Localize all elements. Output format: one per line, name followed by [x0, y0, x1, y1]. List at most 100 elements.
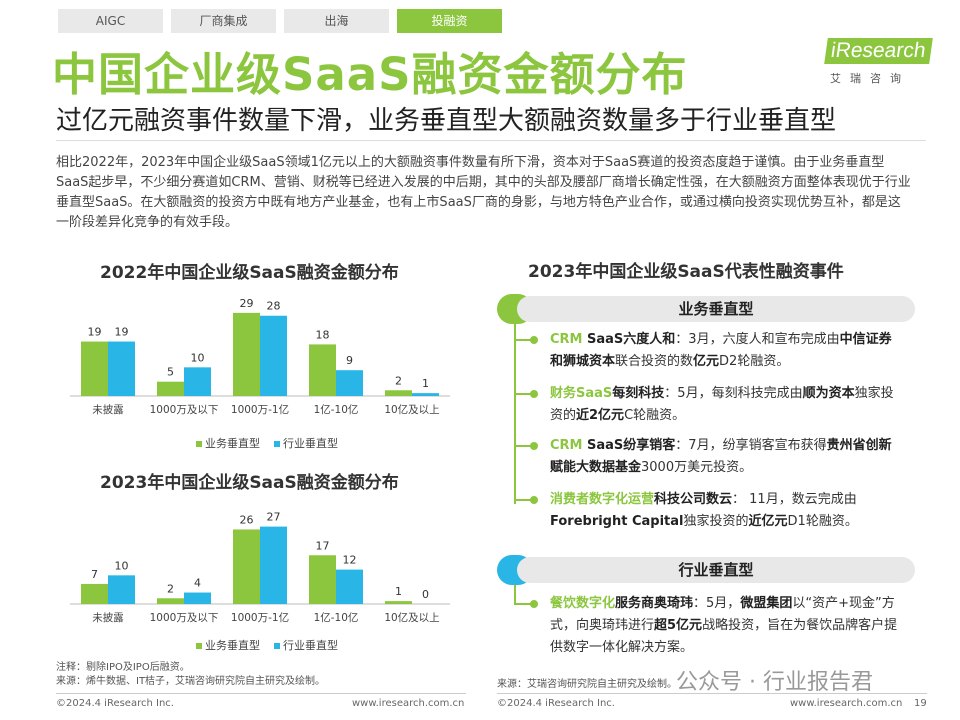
legend-label: 业务垂直型 [205, 437, 260, 450]
event-text: D2轮融资。 [719, 354, 790, 369]
footer-url-left: www.iresearch.com.cn [352, 698, 465, 709]
event-text: ： 11月，数云完成由 [732, 492, 857, 507]
data-label-3-0: 17 [316, 539, 330, 552]
legend-item-industry: 行业垂直型 [274, 637, 338, 653]
section-industry-header: 行业垂直型 [497, 555, 917, 585]
bar-4-0 [385, 390, 412, 396]
event-tag: 餐饮数字化 [550, 596, 616, 611]
event-text: 独家投资的 [683, 514, 749, 529]
bar-0-0 [81, 341, 108, 396]
tab-investment[interactable]: 投融资 [397, 9, 502, 33]
bar-1-1 [184, 367, 211, 396]
event-dot [530, 496, 538, 504]
data-label-3-0: 18 [316, 328, 330, 341]
data-label-0-0: 7 [91, 568, 98, 581]
event-amount: 亿元 [693, 354, 720, 369]
source-left: 来源：烯牛数据、IT桔子，艾瑞咨询研究院自主研究及绘制。 [56, 676, 326, 687]
event-investor: 顺为资本 [802, 386, 855, 401]
footnote: 注释：剔除IPO及IPO后融资。 来源：烯牛数据、IT桔子，艾瑞咨询研究院自主研… [56, 661, 325, 689]
category-label-0: 未披露 [92, 611, 124, 624]
event-dot [530, 390, 538, 398]
data-label-1-1: 4 [194, 577, 201, 590]
event-investor: Forebright Capital [550, 514, 684, 529]
event-text: C轮融资。 [624, 408, 686, 423]
data-label-2-0: 29 [240, 297, 254, 310]
event-liuduren: CRM SaaS六度人和：3月，六度人和宣布完成由中信证券和狮城资本联合投资的数… [550, 329, 898, 373]
bar-0-1 [108, 575, 135, 604]
event-amount: 近2亿元 [576, 408, 625, 423]
legend-label: 行业垂直型 [283, 437, 338, 450]
legend-swatch-green [196, 643, 202, 649]
event-investor: 中信证券和狮城资本 [550, 332, 892, 369]
event-text: D1轮融资。 [787, 514, 858, 529]
event-tag: 消费者数字化运营 [550, 492, 655, 507]
watermark: 公众号 · 行业报告君 [676, 670, 873, 695]
legend-label: 业务垂直型 [205, 639, 260, 652]
page-title: 中国企业级SaaS融资金额分布 [52, 48, 688, 101]
footer-copyright-right: ©2024.4 iResearch Inc. [497, 698, 615, 709]
legend-label: 行业垂直型 [283, 639, 338, 652]
event-company: 每刻科技 [612, 386, 665, 401]
event-tag: CRM [550, 438, 583, 453]
top-tabs: AIGC 厂商集成 出海 投融资 [58, 9, 502, 33]
event-company: 服务商奥琦玮 [615, 596, 694, 611]
bar-1-1 [184, 592, 211, 604]
category-label-3: 1亿-10亿 [314, 611, 359, 624]
category-label-2: 1000万-1亿 [231, 403, 289, 416]
bar-1-0 [157, 598, 184, 604]
legend-item-business: 业务垂直型 [196, 637, 260, 653]
bar-4-0 [385, 601, 412, 604]
body-paragraph: 相比2022年，2023年中国企业级SaaS领域1亿元以上的大额融资事件数量有所… [56, 155, 911, 230]
chart-2023-legend: 业务垂直型 行业垂直型 [196, 637, 338, 653]
tab-aigc[interactable]: AIGC [58, 9, 163, 33]
tree-line-industry [514, 585, 516, 605]
event-aoqiwei: 餐饮数字化服务商奥琦玮：5月，微盟集团以“资产+现金”方式，向奥琦玮进行超5亿元… [550, 593, 898, 659]
tab-overseas[interactable]: 出海 [284, 9, 389, 33]
tab-vendor-integration[interactable]: 厂商集成 [171, 9, 276, 33]
data-label-4-1: 1 [422, 377, 429, 390]
category-label-3: 1亿-10亿 [314, 403, 359, 416]
data-label-4-1: 0 [422, 588, 429, 601]
event-text: 战略投资，旨在为餐饮品牌客户提供数字一体化解决方案。 [550, 618, 898, 655]
data-label-3-1: 12 [343, 554, 357, 567]
tree-line-business [514, 324, 516, 504]
event-dot [530, 442, 538, 450]
legend-item-business: 业务垂直型 [196, 435, 260, 451]
legend-swatch-blue [274, 643, 280, 649]
event-meike: 财务SaaS每刻科技：5月，每刻科技完成由顺为资本独家投资的近2亿元C轮融资。 [550, 383, 898, 427]
chart-2022-title: 2022年中国企业级SaaS融资金额分布 [100, 263, 399, 283]
event-text: ：5月，每刻科技完成由 [664, 386, 803, 401]
event-text: ：3月，六度人和宣布完成由 [675, 332, 840, 347]
branch [516, 393, 532, 395]
divider [56, 140, 926, 141]
bar-3-0 [309, 555, 336, 604]
bar-3-1 [336, 370, 363, 396]
event-tag: CRM [550, 332, 583, 347]
event-text: 以“资产+现金”方式，向奥琦玮进行 [550, 596, 895, 633]
data-label-3-1: 9 [346, 354, 353, 367]
bar-2-1 [260, 526, 287, 604]
data-label-4-0: 2 [395, 374, 402, 387]
events-title: 2023年中国企业级SaaS代表性融资事件 [528, 262, 844, 282]
bar-2-0 [233, 312, 260, 396]
event-amount: 超5亿元 [654, 618, 703, 633]
bar-1-0 [157, 381, 184, 396]
category-label-1: 1000万及以下 [150, 612, 219, 624]
footer-url-right: www.iresearch.com.cn [790, 698, 903, 709]
data-label-0-0: 19 [88, 326, 102, 339]
logo-text: iResearch [824, 38, 933, 64]
event-company: SaaS六度人和 [582, 332, 676, 347]
category-label-4: 10亿及以上 [384, 403, 439, 416]
event-text: 3000万美元投资。 [641, 460, 753, 475]
event-text: ：7月，纷享销客宣布获得 [675, 438, 827, 453]
category-label-2: 1000万-1亿 [231, 611, 289, 624]
event-company: 科技公司数云 [654, 492, 733, 507]
chart-2022: 19 19 未披露 5 10 1000万及以下 29 28 1000万-1亿 18 9 1亿-10亿 2… [70, 297, 450, 416]
event-amount: 近亿元 [748, 514, 788, 529]
event-dot [530, 336, 538, 344]
legend-swatch-blue [274, 441, 280, 447]
category-label-0: 未披露 [92, 403, 124, 416]
section-business-header: 业务垂直型 [497, 294, 917, 324]
iresearch-logo: iResearch 艾瑞咨询 [820, 36, 933, 88]
data-label-4-0: 1 [395, 585, 402, 598]
